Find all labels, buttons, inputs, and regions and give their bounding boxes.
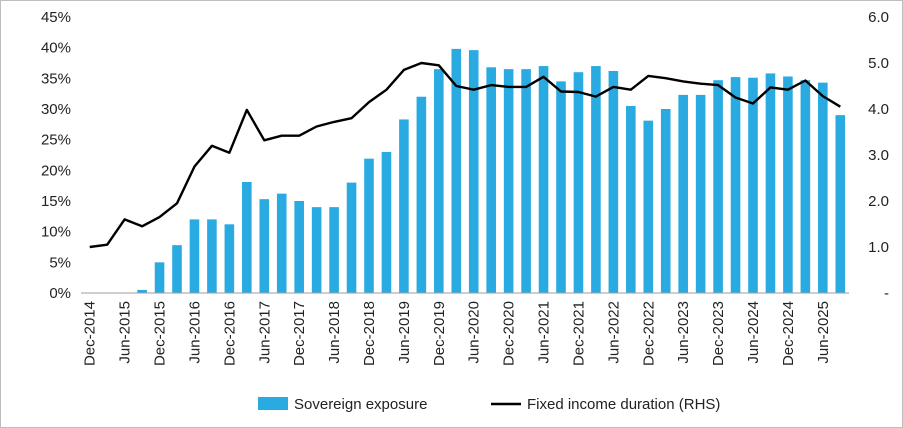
x-tick-label: Jun-2022 — [605, 301, 622, 364]
bar-5 — [172, 245, 182, 293]
x-tick-label: Jun-2025 — [815, 301, 832, 364]
x-tick-label: Dec-2024 — [780, 301, 797, 366]
bar-28 — [573, 72, 584, 293]
bar-40 — [783, 76, 793, 293]
sovereign-exposure-bars — [137, 48, 846, 294]
bar-3 — [137, 289, 147, 293]
bar-37 — [730, 77, 741, 294]
legend-label-sovereign-exposure: Sovereign exposure — [294, 396, 427, 413]
bar-16 — [364, 158, 374, 293]
bar-41 — [800, 80, 811, 293]
x-tick-label: Dec-2022 — [640, 301, 657, 366]
y-left-tick-label: 25% — [41, 132, 71, 149]
x-tick-label: Dec-2019 — [431, 301, 448, 366]
bar-35 — [695, 94, 706, 293]
bar-9 — [242, 181, 252, 293]
bar-14 — [329, 207, 339, 293]
x-tick-label: Dec-2014 — [82, 301, 99, 366]
bar-34 — [678, 94, 688, 293]
y-right-tick-label: 3.0 — [868, 147, 889, 164]
bar-29 — [591, 66, 601, 293]
bar-36 — [713, 80, 723, 293]
bar-39 — [765, 73, 776, 293]
x-tick-label: Dec-2016 — [221, 301, 238, 366]
y-right-tick-label: 5.0 — [868, 55, 889, 72]
bar-15 — [346, 182, 357, 293]
legend: Sovereign exposure Fixed income duration… — [258, 396, 720, 413]
y-right-tick-label: 1.0 — [868, 239, 889, 256]
bar-21 — [451, 48, 462, 293]
bar-10 — [259, 199, 270, 293]
bar-17 — [381, 151, 392, 293]
y-left-tick-label: 15% — [41, 193, 71, 210]
y-axis-left-ticks: 0% 5% 10% 15% 20% 25% 30% 35% 40% 45% — [41, 9, 71, 302]
x-tick-label: Jun-2015 — [117, 301, 134, 364]
x-tick-label: Dec-2020 — [501, 301, 518, 366]
fixed-income-duration-line — [89, 61, 841, 249]
bar-13 — [311, 207, 322, 293]
y-left-tick-label: 45% — [41, 9, 71, 26]
x-tick-label: Dec-2018 — [361, 301, 378, 366]
x-tick-label: Jun-2021 — [536, 301, 553, 364]
bar-20 — [434, 69, 444, 293]
bar-25 — [521, 69, 531, 293]
x-tick-label: Dec-2017 — [291, 301, 308, 366]
bar-43 — [835, 115, 846, 293]
bar-30 — [608, 70, 619, 294]
bar-18 — [399, 119, 409, 293]
bar-22 — [468, 50, 479, 294]
x-tick-label: Jun-2024 — [745, 301, 762, 364]
legend-swatch-sovereign-exposure — [258, 397, 288, 410]
x-tick-label: Jun-2016 — [186, 301, 203, 364]
y-axis-right-ticks: - 1.0 2.0 3.0 4.0 5.0 6.0 — [868, 9, 889, 302]
bar-33 — [660, 109, 671, 293]
y-left-tick-label: 20% — [41, 162, 71, 179]
legend-label-fixed-income-duration: Fixed income duration (RHS) — [527, 396, 720, 413]
bar-32 — [643, 120, 654, 293]
bar-24 — [503, 69, 514, 293]
y-right-tick-label: - — [884, 285, 889, 302]
x-tick-label: Dec-2021 — [570, 301, 587, 366]
bar-23 — [486, 67, 496, 293]
x-tick-label: Dec-2015 — [152, 301, 169, 366]
x-tick-label: Jun-2017 — [256, 301, 273, 364]
x-axis-ticks: Dec-2014 Jun-2015 Dec-2015 Jun-2016 Dec-2016… — [82, 301, 832, 366]
bar-42 — [818, 82, 828, 293]
bar-4 — [154, 262, 165, 293]
y-left-tick-label: 10% — [41, 224, 71, 241]
y-right-tick-label: 4.0 — [868, 101, 889, 118]
bar-7 — [207, 219, 217, 293]
bar-8 — [224, 224, 235, 293]
y-left-tick-label: 30% — [41, 101, 71, 118]
bar-19 — [416, 96, 427, 293]
y-right-tick-label: 2.0 — [868, 193, 889, 210]
bar-31 — [626, 105, 636, 293]
y-left-tick-label: 5% — [49, 254, 71, 271]
bar-12 — [294, 201, 304, 293]
x-tick-label: Dec-2023 — [710, 301, 727, 366]
bar-26 — [538, 66, 549, 293]
y-left-tick-label: 0% — [49, 285, 71, 302]
y-left-tick-label: 35% — [41, 70, 71, 87]
y-left-tick-label: 40% — [41, 40, 71, 57]
bar-27 — [556, 81, 566, 294]
y-right-tick-label: 6.0 — [868, 9, 889, 26]
x-tick-label: Jun-2018 — [326, 301, 343, 364]
bar-11 — [276, 193, 287, 293]
x-tick-label: Jun-2020 — [466, 301, 483, 364]
bar-38 — [748, 77, 758, 293]
bar-6 — [189, 219, 200, 293]
x-tick-label: Jun-2023 — [675, 301, 692, 364]
x-tick-label: Jun-2019 — [396, 301, 413, 364]
